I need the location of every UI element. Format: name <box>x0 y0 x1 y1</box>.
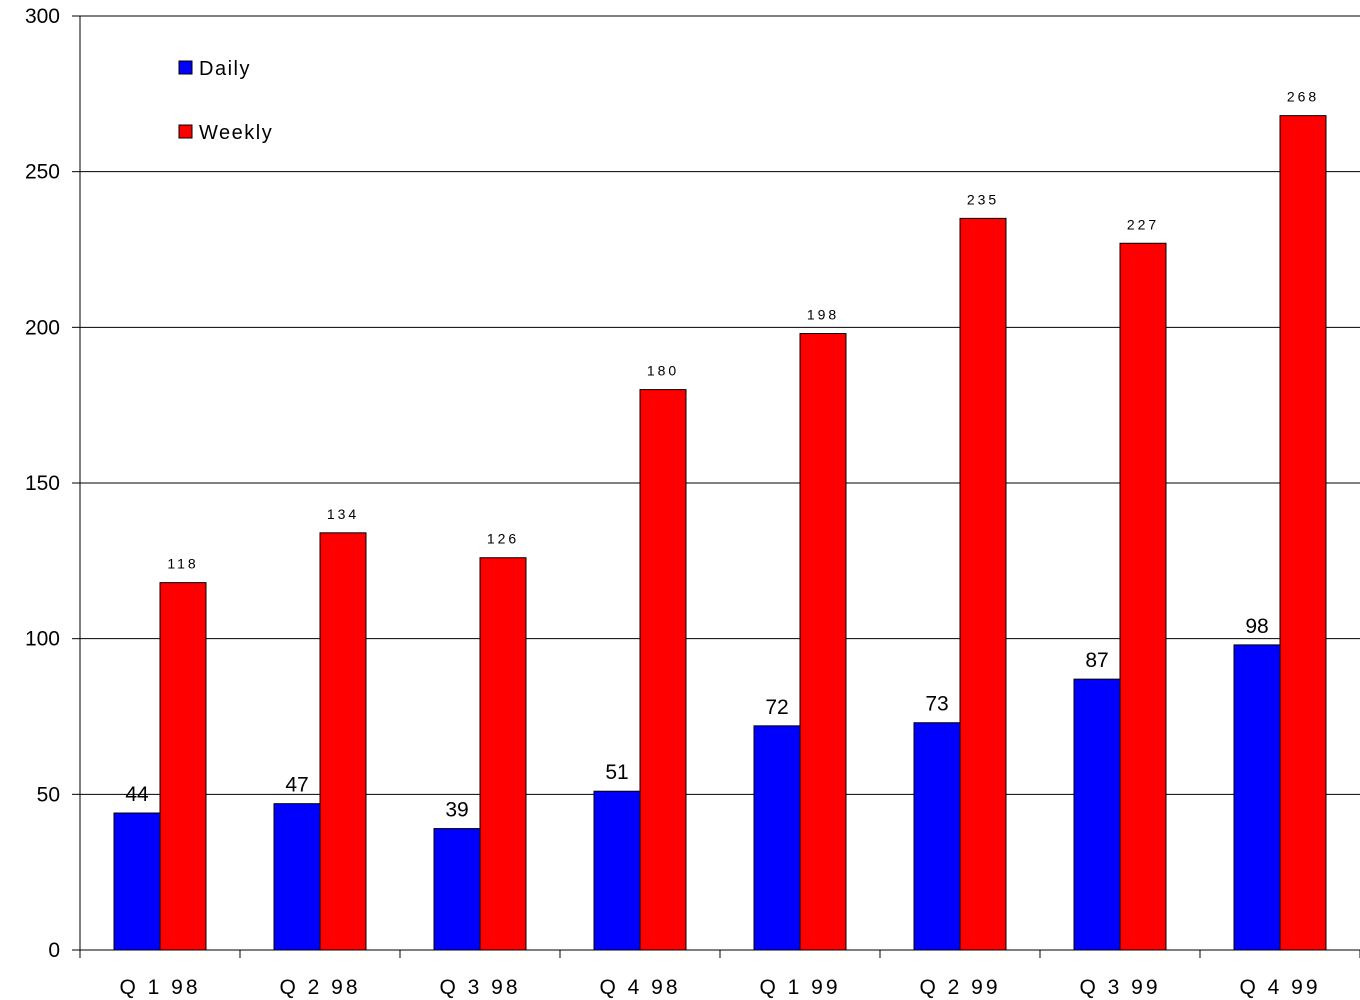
bar-daily <box>273 803 321 951</box>
legend-swatch <box>178 60 193 75</box>
x-tick-label: Q 4 98 <box>599 976 680 999</box>
bar-weekly <box>1279 115 1327 951</box>
bar-weekly <box>959 217 1007 951</box>
data-label-daily: 44 <box>125 783 149 806</box>
y-tick-label: 250 <box>25 161 60 184</box>
x-tick-label: Q 3 99 <box>1079 976 1160 999</box>
x-tick-label: Q 4 99 <box>1239 976 1320 999</box>
y-tick-label: 100 <box>25 628 60 651</box>
data-label-weekly: 235 <box>967 191 999 207</box>
y-tick-label: 0 <box>48 939 60 962</box>
bar-daily <box>913 722 961 951</box>
x-tick-label: Q 2 99 <box>919 976 1000 999</box>
data-label-weekly: 227 <box>1127 216 1159 232</box>
bar-daily <box>1233 644 1281 951</box>
data-label-daily: 98 <box>1245 615 1268 638</box>
bar-daily <box>593 790 641 951</box>
data-label-weekly: 118 <box>167 556 198 572</box>
bar-daily <box>1073 678 1121 951</box>
data-label-weekly: 126 <box>487 531 519 547</box>
legend-label: Weekly <box>199 122 273 144</box>
data-label-weekly: 268 <box>1287 89 1319 105</box>
bar-weekly <box>479 557 527 951</box>
bar-daily <box>753 725 801 951</box>
legend: Daily Weekly <box>178 58 273 144</box>
legend-label: Daily <box>199 58 251 80</box>
data-label-weekly: 180 <box>647 363 679 379</box>
bar-weekly <box>639 389 687 951</box>
bar-weekly <box>319 532 367 951</box>
y-tick-label: 150 <box>25 472 60 495</box>
x-tick-label: Q 2 98 <box>279 976 360 999</box>
data-label-daily: 72 <box>765 696 788 719</box>
data-label-daily: 39 <box>445 799 468 822</box>
data-label-weekly: 198 <box>807 307 839 323</box>
y-tick-label: 300 <box>25 5 60 28</box>
data-label-daily: 87 <box>1085 649 1108 672</box>
y-tick-label: 200 <box>25 316 60 339</box>
data-label-daily: 51 <box>605 761 628 784</box>
bars <box>113 115 1327 951</box>
bar-weekly <box>799 333 847 951</box>
y-tick-label: 50 <box>37 783 60 806</box>
data-label-daily: 73 <box>925 693 948 716</box>
x-tick-label: Q 3 98 <box>439 976 520 999</box>
data-label-daily: 47 <box>285 774 308 797</box>
x-tick-label: Q 1 99 <box>759 976 840 999</box>
bar-daily <box>113 812 161 951</box>
bar-weekly <box>159 582 207 951</box>
bar-daily <box>433 828 481 951</box>
bar-weekly <box>1119 242 1167 951</box>
legend-swatch <box>178 124 193 139</box>
data-label-weekly: 134 <box>327 506 359 522</box>
data-labels: 44 118 47 134 39 126 51 180 72 198 73 235 87 227 98 268 <box>125 89 1319 822</box>
x-tick-label: Q 1 98 <box>119 976 200 999</box>
